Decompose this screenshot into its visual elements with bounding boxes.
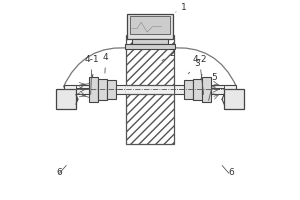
Text: 6: 6 — [56, 168, 62, 177]
Bar — [126, 89, 174, 144]
Bar — [127, 14, 173, 39]
Bar — [98, 79, 107, 100]
Bar — [64, 85, 236, 94]
Text: $L_1$: $L_1$ — [91, 72, 101, 85]
Text: 2: 2 — [162, 49, 175, 61]
Text: 4-2: 4-2 — [192, 55, 207, 95]
Text: 1: 1 — [176, 3, 187, 12]
Bar — [130, 16, 170, 34]
Bar — [88, 77, 98, 102]
Bar — [133, 39, 167, 44]
Text: 6: 6 — [228, 168, 234, 177]
Bar — [126, 85, 174, 94]
Bar — [224, 89, 244, 109]
Text: $L_2$: $L_2$ — [199, 72, 209, 85]
Text: 4-1: 4-1 — [85, 55, 99, 95]
Text: 3: 3 — [188, 59, 200, 74]
Bar — [184, 80, 193, 99]
Text: 5: 5 — [208, 73, 217, 100]
Bar — [107, 80, 116, 99]
Bar — [126, 35, 174, 89]
Text: 4: 4 — [103, 53, 109, 73]
Bar — [125, 44, 175, 49]
Bar — [202, 77, 211, 102]
Bar — [193, 79, 202, 100]
Bar — [56, 89, 76, 109]
